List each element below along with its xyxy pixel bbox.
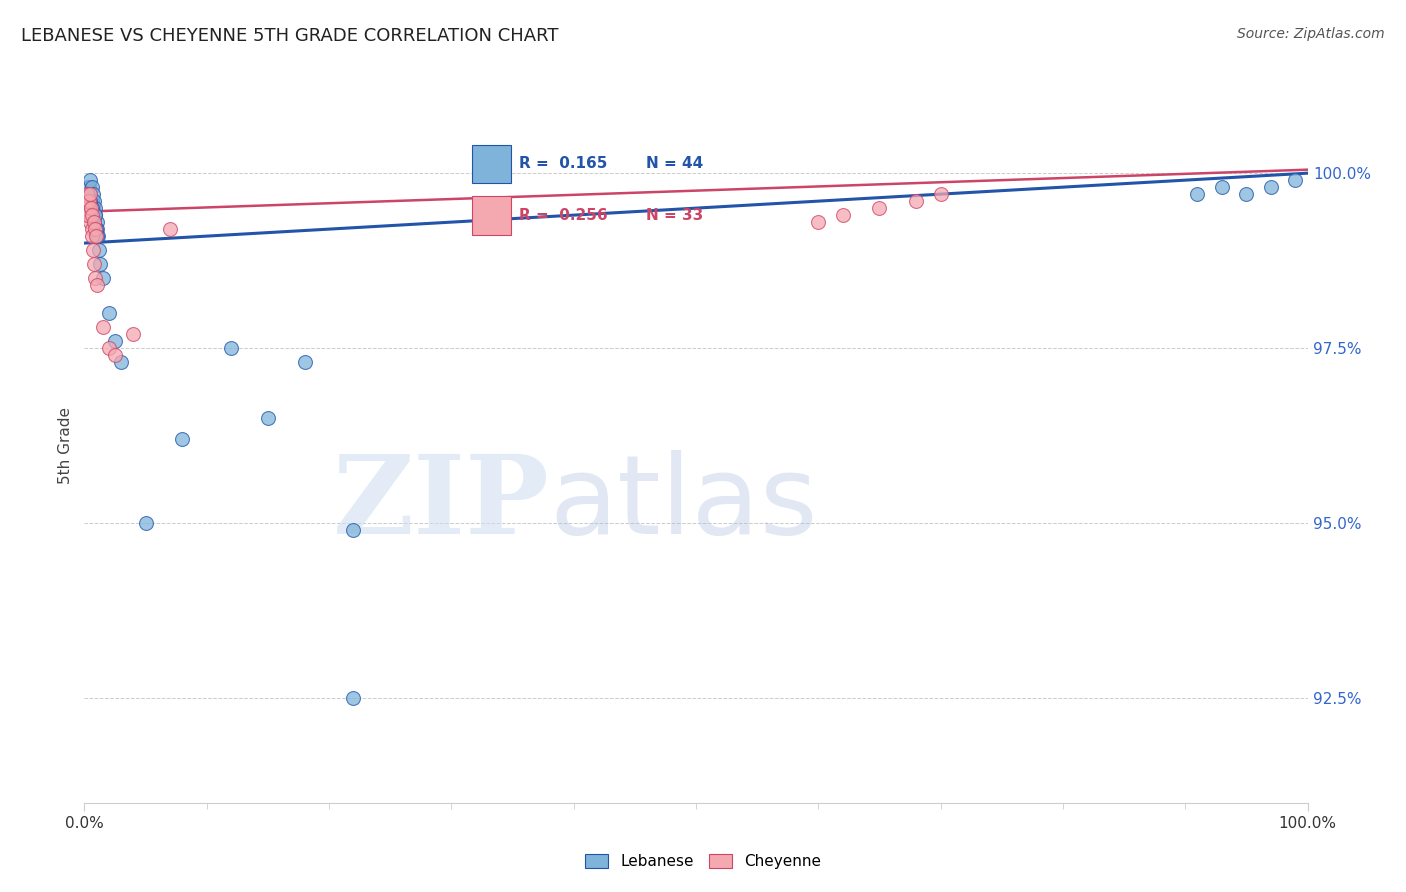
Point	[172, 432, 194, 446]
Point	[76, 208, 98, 222]
Point	[104, 334, 127, 348]
Point	[91, 271, 114, 285]
Text: N = 33: N = 33	[645, 208, 703, 223]
Text: atlas: atlas	[550, 450, 818, 557]
Point	[1236, 187, 1258, 202]
Point	[79, 173, 101, 187]
Point	[135, 516, 157, 530]
Point	[159, 222, 181, 236]
Point	[257, 411, 280, 425]
Bar	[472, 196, 510, 235]
Point	[76, 187, 98, 202]
Text: LEBANESE VS CHEYENNE 5TH GRADE CORRELATION CHART: LEBANESE VS CHEYENNE 5TH GRADE CORRELATI…	[21, 27, 558, 45]
Point	[91, 320, 114, 334]
Point	[79, 208, 101, 222]
Point	[80, 180, 103, 194]
Point	[82, 208, 104, 222]
Point	[82, 243, 104, 257]
Point	[87, 243, 110, 257]
Point	[80, 208, 103, 222]
Point	[84, 271, 107, 285]
Point	[831, 208, 853, 222]
Legend: Lebanese, Cheyenne: Lebanese, Cheyenne	[579, 848, 827, 875]
Point	[1211, 180, 1233, 194]
Point	[75, 201, 97, 215]
Point	[79, 215, 101, 229]
Point	[76, 187, 98, 202]
Point	[83, 215, 105, 229]
Point	[76, 201, 98, 215]
Point	[89, 257, 111, 271]
Point	[83, 222, 105, 236]
Point	[84, 208, 107, 222]
Y-axis label: 5th Grade: 5th Grade	[58, 408, 73, 484]
Text: R =  0.256: R = 0.256	[519, 208, 607, 223]
Point	[86, 215, 108, 229]
Point	[80, 229, 103, 244]
Point	[84, 201, 107, 215]
Point	[79, 194, 101, 208]
Point	[97, 341, 120, 355]
Text: N = 44: N = 44	[645, 156, 703, 171]
Point	[86, 229, 108, 244]
Point	[79, 187, 101, 202]
Text: ZIP: ZIP	[332, 450, 550, 557]
Point	[84, 222, 107, 236]
Point	[75, 194, 97, 208]
Point	[807, 215, 830, 229]
Point	[1260, 180, 1282, 194]
Point	[77, 201, 100, 215]
Point	[83, 257, 105, 271]
Point	[82, 201, 104, 215]
Point	[76, 187, 98, 202]
Point	[77, 180, 100, 194]
Point	[87, 229, 110, 244]
Point	[77, 194, 100, 208]
Point	[77, 194, 100, 208]
Point	[77, 201, 100, 215]
Point	[83, 208, 105, 222]
Point	[294, 355, 316, 369]
Point	[77, 180, 100, 194]
Point	[77, 194, 100, 208]
Point	[83, 194, 105, 208]
Point	[1187, 187, 1209, 202]
Point	[110, 355, 132, 369]
Text: Source: ZipAtlas.com: Source: ZipAtlas.com	[1237, 27, 1385, 41]
Point	[80, 194, 103, 208]
Point	[83, 215, 105, 229]
Point	[84, 229, 107, 244]
Text: R =  0.165: R = 0.165	[519, 156, 607, 171]
Point	[82, 187, 104, 202]
Point	[80, 222, 103, 236]
Point	[869, 201, 891, 215]
Point	[219, 341, 242, 355]
Point	[77, 208, 100, 222]
Point	[97, 306, 120, 320]
Point	[929, 187, 952, 202]
Point	[86, 278, 108, 293]
Point	[1284, 173, 1306, 187]
Point	[905, 194, 928, 208]
Point	[342, 690, 364, 705]
Point	[80, 201, 103, 215]
Point	[122, 327, 145, 342]
Point	[79, 187, 101, 202]
Point	[104, 348, 127, 362]
Point	[82, 201, 104, 215]
Point	[342, 523, 364, 537]
Point	[86, 222, 108, 236]
Point	[75, 194, 97, 208]
Bar	[472, 145, 510, 184]
